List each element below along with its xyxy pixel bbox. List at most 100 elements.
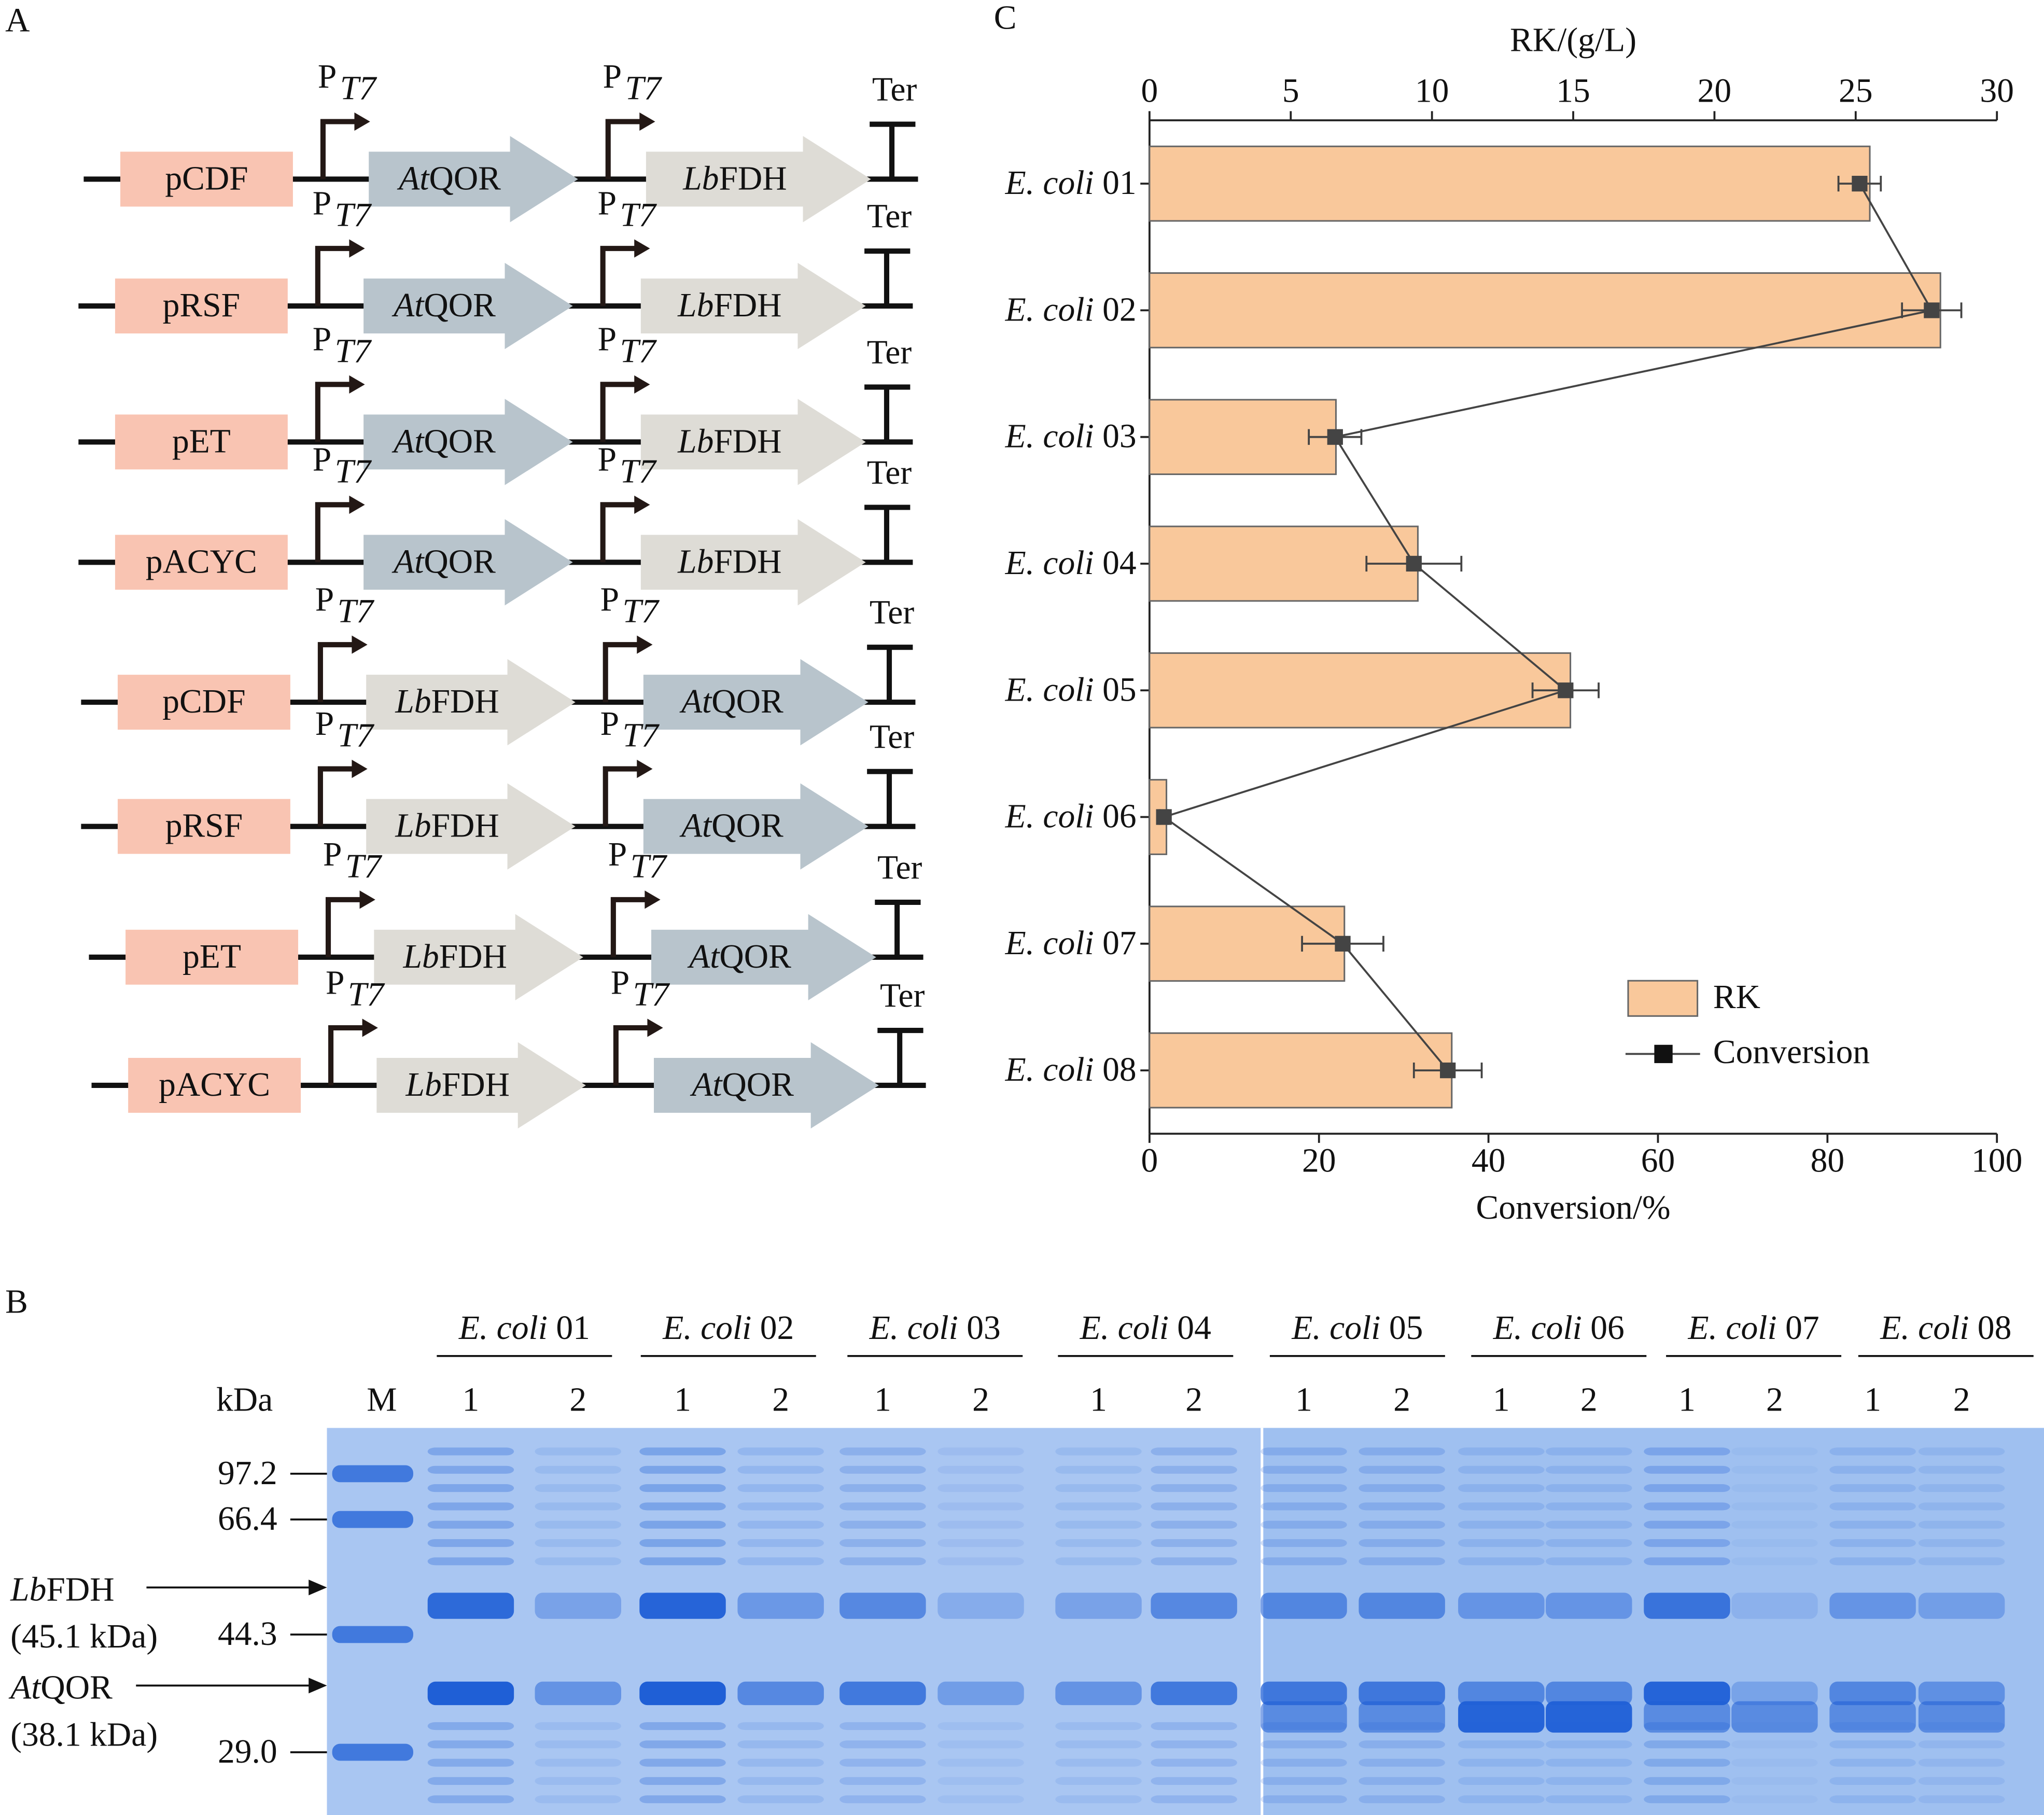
gene-label: AtQOR: [391, 423, 496, 460]
gel-band: [839, 1447, 926, 1456]
gel-band: [1151, 1502, 1237, 1511]
gel-band: [427, 1557, 514, 1566]
gel-band: [1644, 1520, 1730, 1529]
gel-band: [1055, 1740, 1142, 1749]
legend-label: Conversion: [1713, 1034, 1870, 1071]
gel-band: [1359, 1484, 1445, 1492]
gel-band: [639, 1681, 726, 1706]
promoter-arrow: [317, 642, 355, 703]
terminator-label: Ter: [867, 334, 912, 371]
gel-band: [427, 1795, 514, 1804]
annotation-arrowhead: [309, 1678, 327, 1694]
terminator: [864, 505, 911, 563]
gel-band: [737, 1502, 824, 1511]
gel-band: [1055, 1758, 1142, 1767]
gel-band: [1458, 1539, 1545, 1547]
promoter-subscript: T7: [625, 70, 663, 107]
gel-band: [1261, 1447, 1347, 1456]
promoter-label: P: [323, 836, 342, 873]
gene-arrow: [369, 136, 578, 222]
gel-band: [1546, 1557, 1632, 1566]
terminator-label: Ter: [872, 71, 917, 108]
promoter-arrowhead: [639, 112, 655, 131]
strain-label: E. coli 07: [1688, 1309, 1819, 1347]
plasmid-box: [125, 929, 299, 985]
promoter-arrowhead: [349, 495, 365, 514]
gel-band: [1731, 1777, 1818, 1785]
y-tick-label: E. coli 01: [1005, 164, 1137, 202]
gel-band: [1458, 1740, 1545, 1749]
promoter-label: P: [318, 58, 337, 95]
gel-band: [1458, 1502, 1545, 1511]
gel-band: [1359, 1722, 1445, 1730]
gene-arrow: [654, 1042, 879, 1129]
gel-band: [1918, 1502, 2005, 1511]
gel-band: [737, 1447, 824, 1456]
promoter-arrowhead: [634, 495, 650, 514]
bar: [1149, 145, 1871, 222]
terminator-label: Ter: [870, 594, 915, 632]
gel-band: [1731, 1758, 1818, 1767]
gel-band: [1359, 1502, 1445, 1511]
gel-band: [535, 1740, 621, 1749]
gene-arrow: [366, 783, 576, 870]
x2-tick-label: 0: [1141, 1142, 1158, 1179]
gene-arrow: [643, 659, 869, 746]
gel-band: [1458, 1465, 1545, 1474]
gel-band: [839, 1484, 926, 1492]
promoter-label: P: [611, 964, 629, 1001]
unit-label: kDa: [216, 1381, 273, 1419]
gel-band: [1359, 1740, 1445, 1749]
gel-band: [1918, 1701, 2005, 1733]
plasmid-box: [115, 278, 288, 334]
gel-band: [1458, 1484, 1545, 1492]
gel-band: [1644, 1795, 1730, 1804]
gel-band: [1261, 1520, 1347, 1529]
gel-band: [1546, 1539, 1632, 1547]
gel-band: [535, 1447, 621, 1456]
gel-band: [639, 1520, 726, 1529]
x2-tick-label: 80: [1811, 1142, 1845, 1179]
gel-band: [737, 1740, 824, 1749]
bar: [1149, 652, 1572, 729]
gel-band: [1261, 1758, 1347, 1767]
bar: [1149, 1032, 1453, 1109]
promoter-subscript: T7: [345, 848, 383, 885]
gel-band: [937, 1539, 1024, 1547]
promoter-label: P: [603, 58, 622, 95]
promoter-label: P: [598, 185, 617, 222]
gel-band: [535, 1722, 621, 1730]
gene-label: LbFDH: [677, 543, 781, 580]
plasmid-label: pET: [183, 938, 241, 975]
promoter-label: P: [315, 705, 334, 743]
panel-label: C: [994, 0, 1017, 36]
gel-band: [427, 1593, 514, 1619]
promoter-arrow: [328, 1025, 365, 1085]
promoter-arrow: [610, 897, 648, 957]
lane-label: 1: [674, 1381, 691, 1419]
marker: [1406, 555, 1422, 572]
gene-label: AtQOR: [391, 543, 496, 580]
gel-band: [1731, 1593, 1818, 1619]
gel-band: [1829, 1465, 1916, 1474]
strain-label: E. coli 04: [1080, 1309, 1211, 1347]
gene-arrow: [640, 399, 866, 485]
protein-label: LbFDH: [10, 1571, 114, 1608]
promoter-arrow: [600, 382, 637, 442]
gel-band: [1546, 1681, 1632, 1706]
gel-band: [427, 1758, 514, 1767]
gel-band: [427, 1777, 514, 1785]
gel-band: [427, 1502, 514, 1511]
promoter-arrowhead: [354, 112, 370, 131]
plasmid-box: [120, 151, 293, 207]
gel-band: [1151, 1447, 1237, 1456]
gel-band: [639, 1740, 726, 1749]
gel-band: [1458, 1777, 1545, 1785]
terminator: [867, 645, 913, 703]
gene-arrow: [363, 262, 573, 350]
gel-band: [427, 1447, 514, 1456]
gel-band: [937, 1465, 1024, 1474]
terminator: [867, 769, 913, 827]
plasmid-label: pACYC: [159, 1066, 270, 1104]
